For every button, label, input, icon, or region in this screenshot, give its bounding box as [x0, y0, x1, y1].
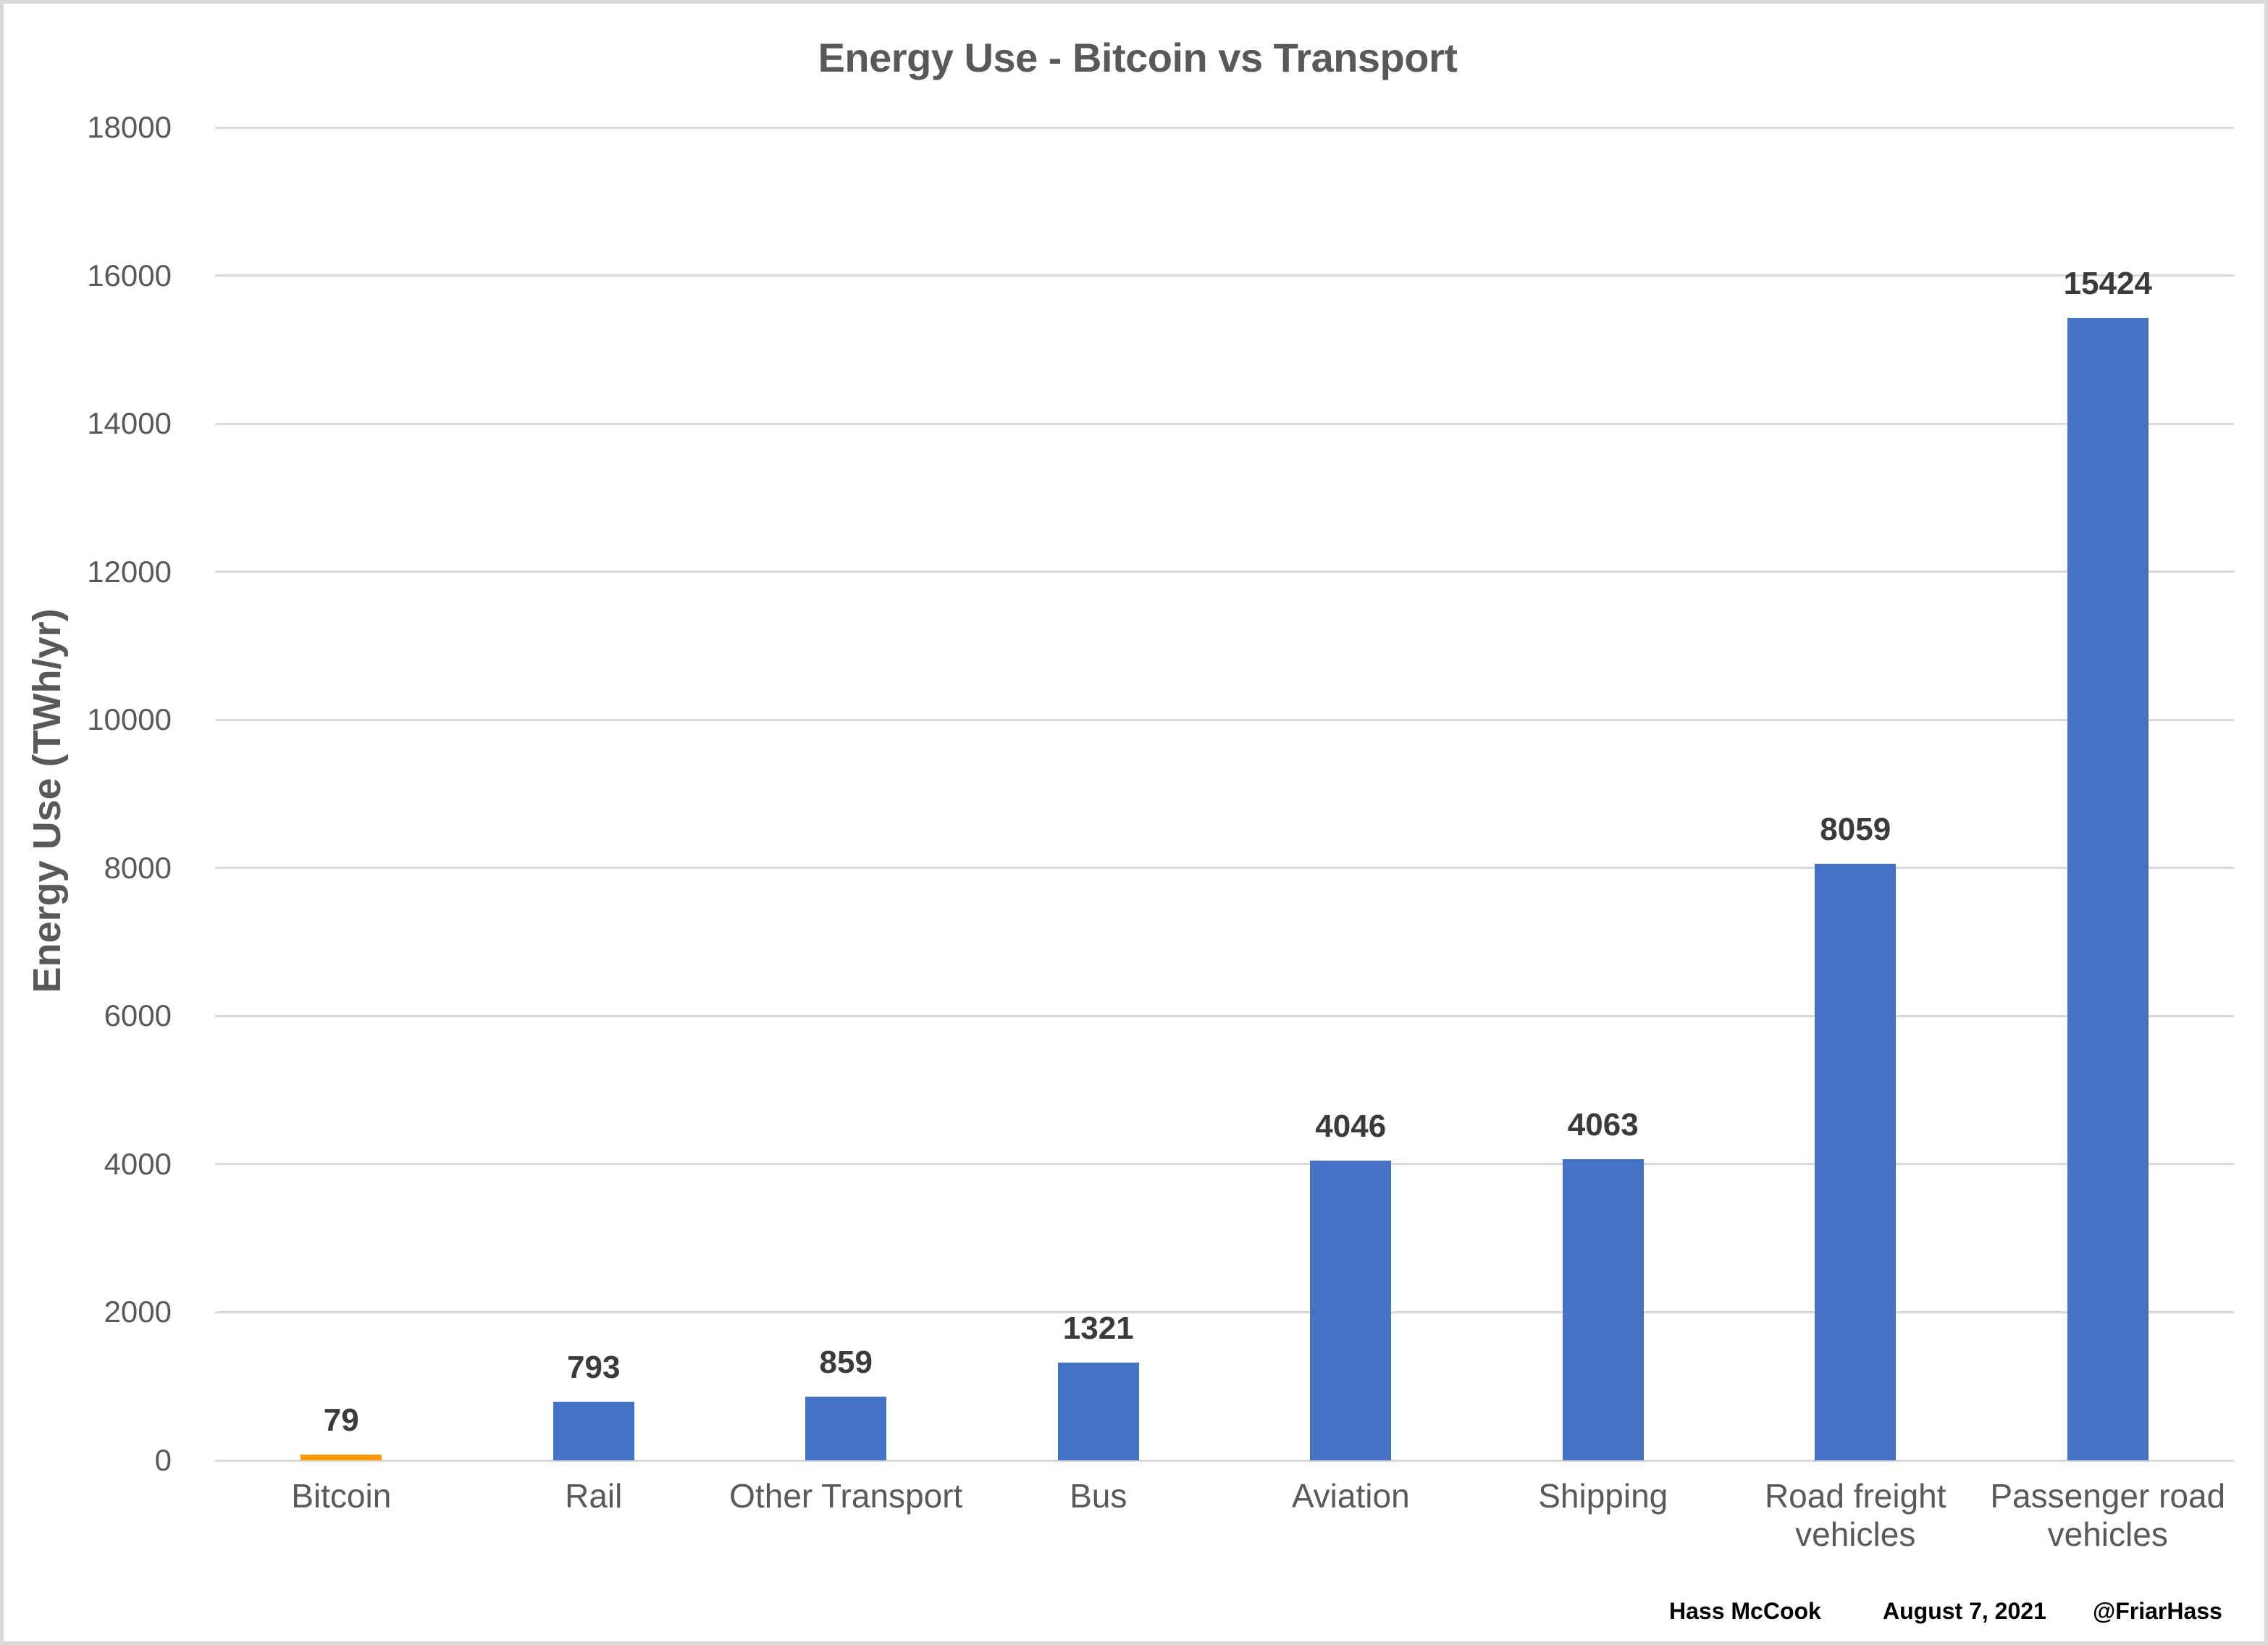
y-tick-label: 16000: [87, 258, 172, 293]
x-tick-label: Road freight vehicles: [1764, 1477, 1946, 1554]
bar-value-label: 4063: [1567, 1107, 1639, 1143]
gridline: [215, 867, 2234, 870]
bar-slot: 4046: [1225, 127, 1477, 1460]
bar[interactable]: [1562, 1159, 1644, 1460]
gridline: [215, 126, 2234, 129]
gridline: [215, 571, 2234, 573]
bar-value-label: 8059: [1820, 811, 1891, 847]
bar-slot: 4063: [1477, 127, 1730, 1460]
y-tick-label: 2000: [104, 1295, 172, 1329]
x-tick-label: Rail: [565, 1477, 623, 1515]
y-axis-title: Energy Use (TWh/yr): [25, 608, 69, 993]
bar-slot: 793: [468, 127, 721, 1460]
gridline: [215, 422, 2234, 425]
y-tick-label: 8000: [104, 850, 172, 885]
bar-value-label: 793: [567, 1349, 621, 1385]
x-tick-label: Passenger road vehicles: [1990, 1477, 2226, 1554]
bar-value-label: 1321: [1062, 1310, 1134, 1346]
bar[interactable]: [553, 1401, 634, 1460]
gridline: [215, 718, 2234, 721]
gridline: [215, 1310, 2234, 1313]
y-tick-label: 14000: [87, 406, 172, 441]
bar[interactable]: [1815, 863, 1897, 1460]
y-tick-label: 18000: [87, 110, 172, 144]
footer-author: Hass McCook: [1669, 1598, 1821, 1624]
bar[interactable]: [1057, 1362, 1139, 1460]
bar-slot: 15424: [1982, 127, 2235, 1460]
bar-value-label: 4046: [1315, 1108, 1387, 1145]
x-tick-label: Other Transport: [729, 1477, 963, 1515]
gridline: [215, 1459, 2234, 1462]
x-tick-label: Shipping: [1538, 1477, 1668, 1515]
bar-value-label: 79: [323, 1402, 359, 1438]
bar[interactable]: [1310, 1161, 1392, 1460]
footer-handle: @FriarHass: [2093, 1598, 2222, 1624]
gridline: [215, 1014, 2234, 1017]
x-tick-label: Aviation: [1291, 1477, 1410, 1515]
y-tick-label: 10000: [87, 702, 172, 737]
footer-date: August 7, 2021: [1883, 1598, 2046, 1624]
x-tick-label: Bus: [1070, 1477, 1127, 1515]
y-tick-label: 0: [154, 1443, 172, 1477]
bar-slot: 1321: [973, 127, 1225, 1460]
bar-slot: 8059: [1729, 127, 1982, 1460]
bar-value-label: 15424: [2063, 266, 2152, 302]
bar[interactable]: [2067, 318, 2149, 1460]
chart-title: Energy Use - Bitcoin vs Transport: [818, 35, 1458, 80]
plot-area: 0 2000 4000 6000 8000 10000 12000 14000 16000 180…: [87, 110, 2235, 1477]
y-tick-label: 4000: [104, 1146, 172, 1181]
bar-slot: 79: [215, 127, 468, 1460]
gridline: [215, 1163, 2234, 1166]
gridline: [215, 274, 2234, 277]
y-tick-label: 6000: [104, 998, 172, 1033]
bar[interactable]: [805, 1397, 887, 1460]
bar-slot: 859: [720, 127, 973, 1460]
bar-value-label: 859: [819, 1345, 873, 1381]
x-tick-label: Bitcoin: [291, 1477, 392, 1515]
y-tick-label: 12000: [87, 554, 172, 589]
bar[interactable]: [301, 1454, 382, 1460]
